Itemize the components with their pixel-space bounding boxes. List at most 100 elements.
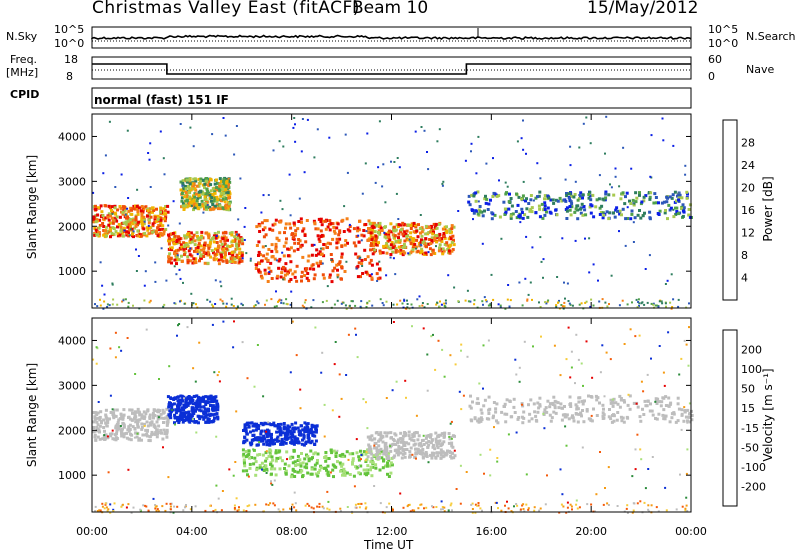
data-cell	[269, 467, 273, 471]
noise-cell	[300, 150, 303, 153]
data-cell	[340, 265, 344, 269]
data-cell	[175, 262, 178, 266]
near-range-cell	[636, 306, 639, 309]
data-cell	[236, 247, 240, 250]
noise-cell	[99, 261, 102, 264]
data-cell	[304, 430, 308, 433]
data-cell	[101, 437, 105, 441]
data-cell	[638, 415, 642, 419]
data-cell	[431, 228, 435, 232]
data-cell	[393, 234, 397, 238]
noise-cell	[654, 400, 657, 403]
data-cell	[228, 252, 231, 256]
noise-cell	[125, 506, 128, 509]
noise-cell	[178, 323, 181, 325]
noise-cell	[222, 320, 225, 323]
near-range-cell	[157, 510, 160, 513]
noise-cell	[595, 493, 598, 496]
near-range-cell	[360, 300, 363, 303]
data-cell	[546, 399, 550, 403]
noise-cell	[338, 373, 341, 376]
data-cell	[313, 442, 317, 446]
data-cell	[290, 473, 294, 477]
data-cell	[270, 249, 274, 253]
data-cell	[121, 417, 125, 421]
noise-cell	[683, 406, 686, 409]
data-cell	[251, 424, 255, 428]
data-cell	[278, 431, 282, 435]
noise-cell	[236, 233, 238, 236]
data-cell	[168, 239, 172, 243]
data-cell	[574, 207, 578, 211]
noise-cell	[449, 354, 452, 357]
data-cell	[119, 229, 123, 233]
near-range-cell	[156, 508, 159, 511]
noise-cell	[232, 474, 235, 477]
near-range-cell	[566, 506, 569, 509]
data-cell	[340, 464, 344, 468]
power-colorbar-tick-label: 16	[741, 204, 755, 217]
data-cell	[226, 238, 229, 242]
cpid-frame	[91, 87, 692, 109]
data-cell	[504, 210, 508, 214]
noise-cell	[338, 415, 341, 418]
data-cell	[193, 243, 197, 247]
data-cell	[102, 426, 106, 429]
data-cell	[195, 231, 199, 235]
data-cell	[625, 191, 629, 195]
data-cell	[370, 242, 374, 246]
near-range-cell	[385, 300, 388, 303]
data-cell	[151, 206, 155, 210]
data-cell	[521, 404, 525, 408]
data-cell	[577, 400, 581, 404]
noise-cell	[171, 408, 174, 411]
noise-cell	[264, 245, 267, 247]
data-cell	[360, 233, 364, 237]
noise-cell	[135, 270, 138, 272]
data-cell	[509, 216, 513, 220]
noise-cell	[323, 435, 326, 438]
data-cell	[672, 215, 676, 219]
data-cell	[175, 256, 179, 260]
data-cell	[110, 231, 114, 235]
data-cell	[417, 449, 421, 453]
data-cell	[223, 242, 227, 246]
near-range-cell	[161, 505, 164, 508]
data-cell	[309, 449, 313, 453]
data-cell	[208, 395, 212, 399]
data-cell	[485, 417, 489, 421]
noise-cell	[685, 496, 688, 499]
noise-cell	[262, 194, 265, 197]
data-cell	[191, 184, 195, 188]
data-cell	[394, 239, 398, 243]
noise-cell	[147, 224, 150, 227]
noise-cell	[642, 390, 645, 393]
data-cell	[594, 205, 598, 209]
data-cell	[151, 224, 155, 228]
data-cell	[389, 461, 393, 465]
noise-cell	[559, 468, 562, 471]
data-cell	[648, 197, 652, 201]
data-cell	[260, 221, 264, 225]
near-range-cell	[312, 299, 315, 302]
data-cell	[228, 245, 232, 248]
data-cell	[109, 411, 113, 414]
data-cell	[474, 199, 478, 203]
data-cell	[389, 243, 393, 247]
data-cell	[590, 204, 594, 208]
data-cell	[173, 421, 176, 425]
near-range-cell	[590, 298, 593, 301]
data-cell	[361, 272, 365, 275]
noise-cell	[154, 280, 157, 283]
data-cell	[126, 219, 130, 223]
data-cell	[366, 455, 370, 459]
noise-cell	[291, 320, 294, 323]
data-cell	[320, 252, 324, 256]
noise-cell	[216, 374, 219, 377]
noise-cell	[239, 177, 242, 180]
data-cell	[485, 197, 489, 201]
data-cell	[224, 185, 228, 188]
data-cell	[274, 449, 278, 453]
noise-cell	[520, 137, 523, 140]
data-cell	[305, 466, 309, 470]
